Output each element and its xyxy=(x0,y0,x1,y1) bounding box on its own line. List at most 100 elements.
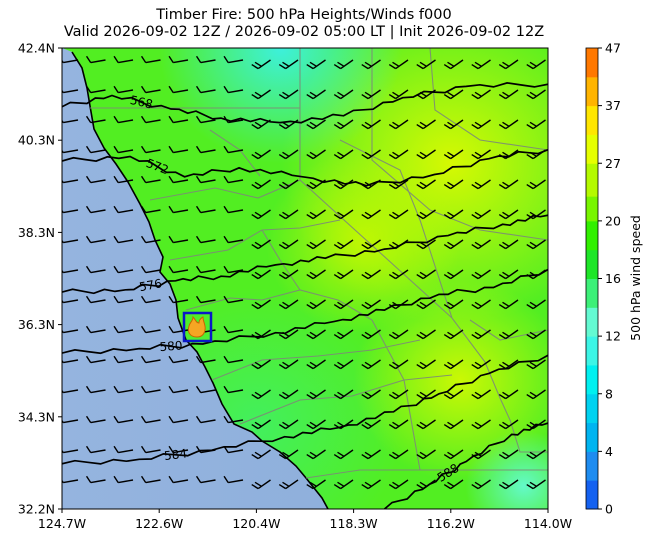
wind-barb xyxy=(62,329,79,334)
y-tick-label: 40.3N xyxy=(18,133,55,148)
wind-barb xyxy=(140,415,161,424)
wind-barb xyxy=(195,145,216,154)
colorbar-tick-label: 20 xyxy=(605,213,621,228)
wind-barb xyxy=(223,235,244,244)
wind-barb xyxy=(526,209,546,220)
contour-label: 576 xyxy=(138,276,163,294)
wind-barb xyxy=(223,415,244,424)
wind-barb xyxy=(443,179,464,190)
wind-barb xyxy=(62,419,79,424)
wind-barb xyxy=(388,419,409,430)
colorbar-swatch xyxy=(586,480,598,510)
wind-barb xyxy=(526,479,546,490)
wind-barb xyxy=(416,119,436,130)
contour-572 xyxy=(62,148,548,187)
wind-barb xyxy=(416,209,436,220)
wind-barb xyxy=(443,119,464,130)
wind-barb xyxy=(140,205,161,214)
wind-barb xyxy=(195,235,216,244)
wind-barb xyxy=(471,239,491,250)
wind-barb xyxy=(306,209,326,220)
wind-barb xyxy=(526,389,546,400)
wind-barb xyxy=(85,415,106,424)
wind-barb xyxy=(388,119,409,130)
wind-barb xyxy=(140,175,161,184)
wind-barb xyxy=(498,239,519,250)
wind-barb xyxy=(306,89,326,100)
wind-barb xyxy=(223,205,244,214)
colorbar-tick-label: 16 xyxy=(605,271,621,286)
wind-barb xyxy=(361,239,381,250)
wind-barb xyxy=(195,265,216,274)
wind-barb xyxy=(333,329,354,340)
wind-barb xyxy=(526,449,546,460)
y-tick-label: 36.3N xyxy=(18,317,55,332)
wind-barb xyxy=(306,59,326,70)
wind-barb xyxy=(471,299,491,310)
wind-barb xyxy=(333,239,354,250)
wind-barbs xyxy=(62,55,546,490)
wind-barb xyxy=(140,355,161,364)
wind-barb xyxy=(526,149,546,160)
colorbar-swatch xyxy=(586,422,598,452)
wind-barb xyxy=(498,149,519,160)
wind-barb xyxy=(278,239,299,250)
wind-barb xyxy=(278,209,299,220)
wind-barb xyxy=(168,475,189,484)
wind-barb xyxy=(62,179,79,184)
wind-barb xyxy=(443,359,464,370)
wind-barb xyxy=(278,419,299,430)
colorbar-swatch xyxy=(586,220,598,251)
y-tick-label: 32.2N xyxy=(18,502,55,517)
wind-barb xyxy=(278,179,299,190)
wind-barb xyxy=(62,359,79,364)
wind-barb xyxy=(471,209,491,220)
chart-subtitle: Valid 2026-09-02 12Z / 2026-09-02 05:00 … xyxy=(63,24,545,40)
x-tick-label: 122.6W xyxy=(135,516,183,531)
wind-barb xyxy=(388,209,409,220)
wind-barb xyxy=(85,205,106,214)
wind-barb xyxy=(443,449,464,460)
wind-barb xyxy=(333,179,354,190)
wind-barb xyxy=(85,145,106,154)
wind-barb xyxy=(168,115,189,124)
wind-barb xyxy=(113,115,134,124)
wind-barb xyxy=(113,145,134,154)
wind-barb xyxy=(361,299,381,310)
wind-barb xyxy=(498,209,519,220)
wind-barb xyxy=(251,479,271,490)
wind-barb xyxy=(333,299,354,310)
wind-barb xyxy=(443,389,464,400)
wind-barb xyxy=(306,149,326,160)
wind-barb xyxy=(498,89,519,100)
contour-label: 580 xyxy=(159,338,183,354)
wind-barb xyxy=(416,59,436,70)
wind-barb xyxy=(140,325,161,334)
wind-barb xyxy=(62,449,79,454)
x-tick-label: 116.2W xyxy=(427,516,475,531)
wind-barb xyxy=(361,179,381,190)
wind-barb xyxy=(471,449,491,460)
wind-barb xyxy=(306,119,326,130)
wind-barb xyxy=(62,149,79,154)
colorbar-tick-label: 37 xyxy=(605,98,621,113)
wind-barb xyxy=(62,479,79,484)
wind-barb xyxy=(195,55,216,64)
wind-barb xyxy=(306,359,326,370)
wind-barb xyxy=(168,355,189,364)
wind-barb xyxy=(306,179,326,190)
wind-barb xyxy=(306,269,326,280)
wind-barb xyxy=(361,119,381,130)
wind-barb xyxy=(526,179,546,190)
wind-barb xyxy=(333,149,354,160)
wind-barb xyxy=(471,149,491,160)
wind-barb xyxy=(195,385,216,394)
wind-barb xyxy=(195,115,216,124)
colorbar-swatch xyxy=(586,76,598,107)
wind-barb xyxy=(498,419,519,430)
wind-barb xyxy=(113,85,134,94)
wind-barb xyxy=(62,209,79,214)
wind-barb xyxy=(498,359,519,370)
wind-barb xyxy=(361,329,381,340)
